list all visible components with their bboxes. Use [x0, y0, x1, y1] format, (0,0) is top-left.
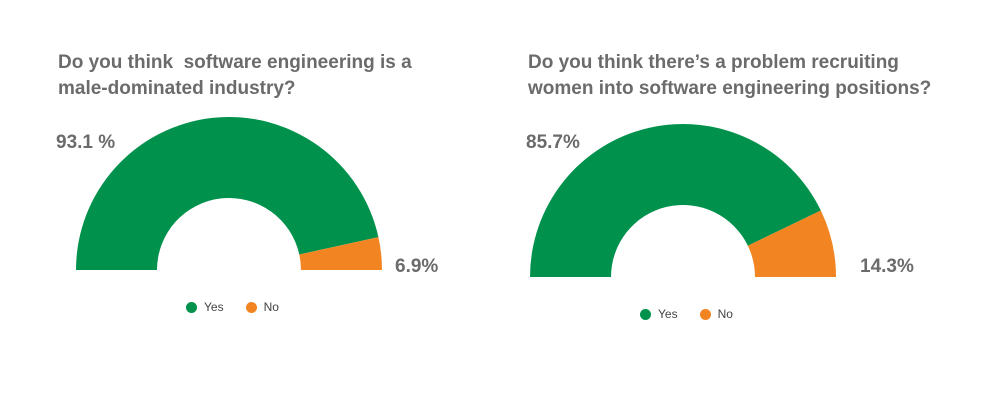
legend-label-yes: Yes	[204, 300, 224, 314]
data-label-yes: 93.1 %	[56, 132, 115, 153]
chart-legend: Yes No	[640, 307, 733, 321]
slice-yes	[530, 123, 821, 278]
legend-swatch-no	[699, 308, 711, 320]
legend-item-yes[interactable]: Yes	[186, 300, 224, 314]
slice-yes	[76, 116, 379, 270]
legend-swatch-yes	[640, 308, 651, 320]
legend-item-yes[interactable]: Yes	[640, 307, 678, 321]
chart-title: Do you think software engineering is a m…	[58, 52, 417, 99]
legend-label-yes: Yes	[658, 307, 678, 321]
chart-legend: Yes No	[186, 300, 279, 314]
half-donut-chart: 85.7% 14.3%	[526, 123, 914, 278]
legend-label-no: No	[717, 307, 733, 321]
chart-title: Do you think there’s a problem recruitin…	[528, 52, 932, 99]
data-label-no: 6.9%	[395, 256, 438, 277]
data-label-no: 14.3%	[860, 256, 914, 277]
slice-no	[747, 210, 836, 277]
legend-label-no: No	[263, 300, 279, 314]
legend-item-no[interactable]: No	[699, 307, 733, 321]
chart-panel-male-dominated: Do you think software engineering is a m…	[56, 52, 438, 314]
data-label-yes: 85.7%	[526, 132, 580, 153]
chart-panel-recruiting-women: Do you think there’s a problem recruitin…	[480, 0, 1000, 400]
legend-swatch-no	[245, 301, 257, 313]
legend-swatch-yes	[186, 301, 197, 313]
legend-item-no[interactable]: No	[245, 300, 279, 314]
half-donut-chart: 93.1 % 6.9%	[56, 116, 438, 277]
slice-no	[299, 237, 382, 270]
